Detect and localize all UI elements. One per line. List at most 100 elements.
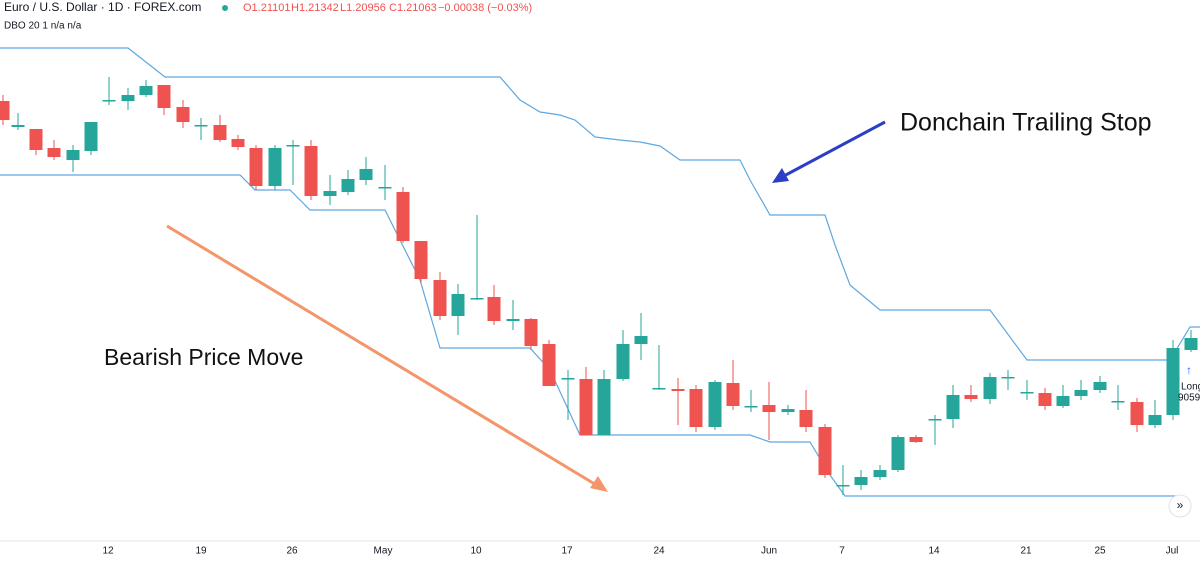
x-tick-label: 21 <box>1020 546 1032 557</box>
quote-item: L1.20956 <box>340 2 386 14</box>
candle-body <box>1130 402 1144 425</box>
candle-body <box>487 297 501 321</box>
candle-body <box>652 388 666 390</box>
candle-body <box>1166 348 1180 415</box>
candle-body <box>341 179 355 192</box>
quote-item: O1.21101 <box>243 2 291 14</box>
candle-body <box>708 382 722 427</box>
candle-body <box>689 389 703 427</box>
candle-body <box>1001 377 1015 379</box>
quote-item: −0.00038 (−0.03%) <box>438 2 532 14</box>
candle-body <box>213 125 227 140</box>
annotation: Donchain Trailing Stop <box>900 109 1152 137</box>
x-tick-label: 24 <box>653 546 665 557</box>
x-tick-label: 26 <box>286 546 298 557</box>
x-tick-label: 17 <box>561 546 573 557</box>
candle-body <box>1111 401 1125 403</box>
candle-body <box>946 395 960 419</box>
candle-body <box>231 139 245 147</box>
candle-body <box>414 241 428 279</box>
x-tick-label: Jun <box>761 546 777 557</box>
candle-body <box>304 146 318 196</box>
candle-body <box>1020 392 1034 394</box>
candle-body <box>891 437 905 470</box>
candle-body <box>84 122 98 151</box>
x-tick-label: May <box>374 546 393 557</box>
candle-body <box>433 280 447 316</box>
candle-body <box>909 437 923 442</box>
x-tick-label: Jul <box>1166 546 1179 557</box>
candle-body <box>781 409 795 412</box>
candle-body <box>29 129 43 150</box>
candle-body <box>579 379 593 435</box>
x-tick-label: 12 <box>102 546 114 557</box>
candle-body <box>121 95 135 101</box>
candle-body <box>542 344 556 386</box>
candle-body <box>323 191 337 196</box>
candle-body <box>744 406 758 408</box>
x-tick-label: 14 <box>928 546 940 557</box>
candle-body <box>194 125 208 127</box>
x-tick-label: 7 <box>839 546 845 557</box>
candle-body <box>799 410 813 427</box>
candle-body <box>671 389 685 391</box>
candle-body <box>176 107 190 122</box>
candles <box>0 77 1198 495</box>
candle-body <box>964 395 978 399</box>
status-dot <box>222 5 228 11</box>
scroll-icon[interactable]: » <box>1177 498 1184 512</box>
candle-body <box>726 383 740 406</box>
candle-body <box>249 148 263 186</box>
trailing-arrowhead <box>772 168 789 183</box>
candle-body <box>1148 415 1162 425</box>
candle-body <box>396 192 410 241</box>
candle-body <box>157 85 171 108</box>
right-label: Long <box>1181 382 1200 393</box>
candle-body <box>854 477 868 485</box>
lower-channel <box>0 174 1180 497</box>
candle-body <box>634 336 648 344</box>
right-value: 9059 <box>1178 393 1200 404</box>
candle-body <box>1038 393 1052 406</box>
annotation: Bearish Price Move <box>104 344 303 370</box>
x-axis: 12 19 26 May 10 17 24 Jun 7 14 21 25 Jul <box>102 546 1178 557</box>
symbol: Euro / U.S. Dollar · 1D · FOREX.com <box>4 0 201 14</box>
long-arrow: ↑ <box>1186 363 1192 377</box>
candle-body <box>268 148 282 186</box>
candle-body <box>359 169 373 180</box>
scroll-button[interactable] <box>1168 494 1192 518</box>
candle-body <box>928 419 942 421</box>
candle-body <box>451 294 465 316</box>
quote: O1.21101 H1.21342 L1.20956 C1.21063 −0.00038… <box>243 2 532 14</box>
candle-body <box>836 485 850 487</box>
candle-body <box>616 344 630 379</box>
candle-body <box>762 405 776 412</box>
trailing-arrow <box>781 120 886 179</box>
candle-body <box>873 470 887 477</box>
candle-body <box>506 319 520 321</box>
x-tick-label: 10 <box>470 546 482 557</box>
candle-body <box>470 298 484 300</box>
quote-item: H1.21342 <box>291 2 339 14</box>
x-tick-label: 19 <box>195 546 207 557</box>
candle-body <box>561 378 575 380</box>
candle-body <box>1056 396 1070 406</box>
candle-body <box>1184 338 1198 350</box>
candle-body <box>66 150 80 160</box>
candle-body <box>1074 390 1088 396</box>
candle-body <box>378 187 392 189</box>
candle-body <box>983 377 997 399</box>
upper-channel <box>0 47 1200 361</box>
bearish-arrow <box>166 224 599 488</box>
candle-body <box>0 101 10 120</box>
x-tick-label: 25 <box>1094 546 1106 557</box>
candle-body <box>139 86 153 95</box>
candle-body <box>1093 382 1107 390</box>
quote-item: C1.21063 <box>389 2 437 14</box>
candle-body <box>286 145 300 147</box>
candle-body <box>11 125 25 127</box>
indicator: DBO 20 1 n/a n/a <box>4 21 82 32</box>
